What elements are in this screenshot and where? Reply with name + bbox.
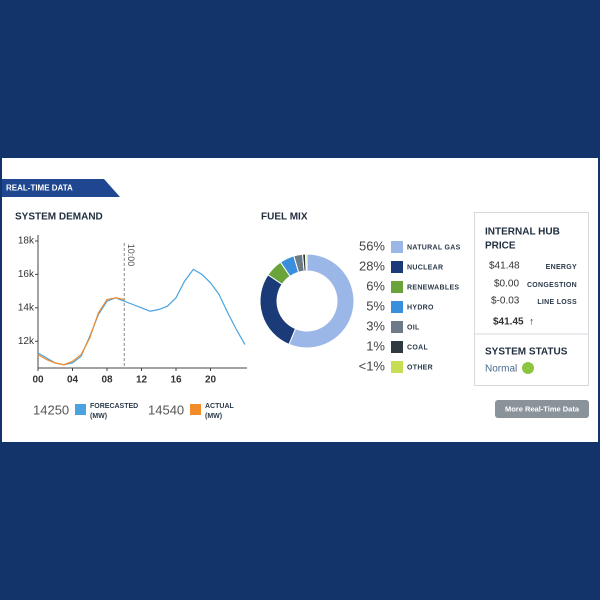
price-label: ENERGY	[546, 264, 577, 271]
y-tick-label: 12k	[18, 336, 35, 347]
chart-title: FUEL MIX	[261, 212, 308, 223]
legend-text: ACTUAL (MW)	[205, 403, 234, 420]
price-label: LINE LOSS	[537, 299, 577, 306]
value-label: 1%	[366, 338, 385, 353]
y-tick-label: 14k	[18, 302, 35, 313]
legend-swatch	[190, 404, 201, 415]
x-tick-label: 08	[101, 375, 113, 386]
legend-label: NATURAL GAS	[407, 244, 461, 251]
price-value: $-0.03	[491, 296, 520, 307]
panel	[2, 158, 598, 442]
legend-swatch	[391, 341, 403, 353]
price-total: $41.45	[493, 317, 524, 328]
more-button[interactable]	[495, 400, 589, 418]
price-label: CONGESTION	[527, 282, 577, 289]
legend-reading: 14250	[33, 402, 69, 417]
tab-label: REAL-TIME DATA	[6, 184, 73, 193]
x-tick-label: 20	[205, 375, 217, 386]
legend-swatch	[391, 281, 403, 293]
price-value: $0.00	[494, 279, 519, 290]
status-value: Normal	[485, 364, 517, 375]
legend-swatch	[391, 321, 403, 333]
hub-title: PRICE	[485, 241, 516, 252]
value-label: 28%	[359, 258, 385, 273]
legend-label: FORECASTED (MW)	[90, 403, 139, 420]
tab	[2, 179, 120, 197]
status-dot	[522, 362, 534, 374]
x-tick-label: 00	[32, 375, 44, 386]
more-button-label[interactable]: More Real-Time Data	[505, 404, 580, 413]
legend-label: HYDRO	[407, 304, 434, 311]
legend-swatch	[75, 404, 86, 415]
chart-title: SYSTEM DEMAND	[15, 212, 103, 223]
donut-slice	[288, 253, 355, 349]
x-tick-label: 04	[67, 375, 79, 386]
legend-reading: 14540	[148, 402, 184, 417]
y-tick-label: 18k	[18, 236, 35, 247]
value-label: 5%	[366, 298, 385, 313]
status-title: SYSTEM STATUS	[485, 347, 568, 358]
x-tick-label: 12	[136, 375, 148, 386]
now-label: 10:00	[126, 244, 136, 267]
value-label: <1%	[359, 358, 386, 373]
legend-label: OIL	[407, 324, 420, 331]
hub-box	[474, 212, 589, 386]
donut-slice	[305, 253, 308, 272]
y-tick-label: 16k	[18, 269, 35, 280]
legend-swatch	[391, 301, 403, 313]
value-label: 56%	[359, 238, 385, 253]
value-label: 6%	[366, 278, 385, 293]
legend-label: RENEWABLES	[407, 284, 459, 291]
x-tick-label: 16	[170, 375, 182, 386]
hub-title: INTERNAL HUB	[485, 227, 560, 238]
legend-label: OTHER	[407, 364, 433, 371]
legend-label: ACTUAL (MW)	[205, 403, 234, 420]
legend-swatch	[391, 361, 403, 373]
price-arrow: ↑	[529, 317, 534, 328]
legend-text: FORECASTED (MW)	[90, 403, 139, 420]
price-value: $41.48	[489, 261, 520, 272]
series-line	[37, 268, 246, 366]
series-line	[37, 297, 125, 366]
legend-label: NUCLEAR	[407, 264, 443, 271]
legend-swatch	[391, 241, 403, 253]
legend-label: COAL	[407, 344, 428, 351]
value-label: 3%	[366, 318, 385, 333]
legend-swatch	[391, 261, 403, 273]
